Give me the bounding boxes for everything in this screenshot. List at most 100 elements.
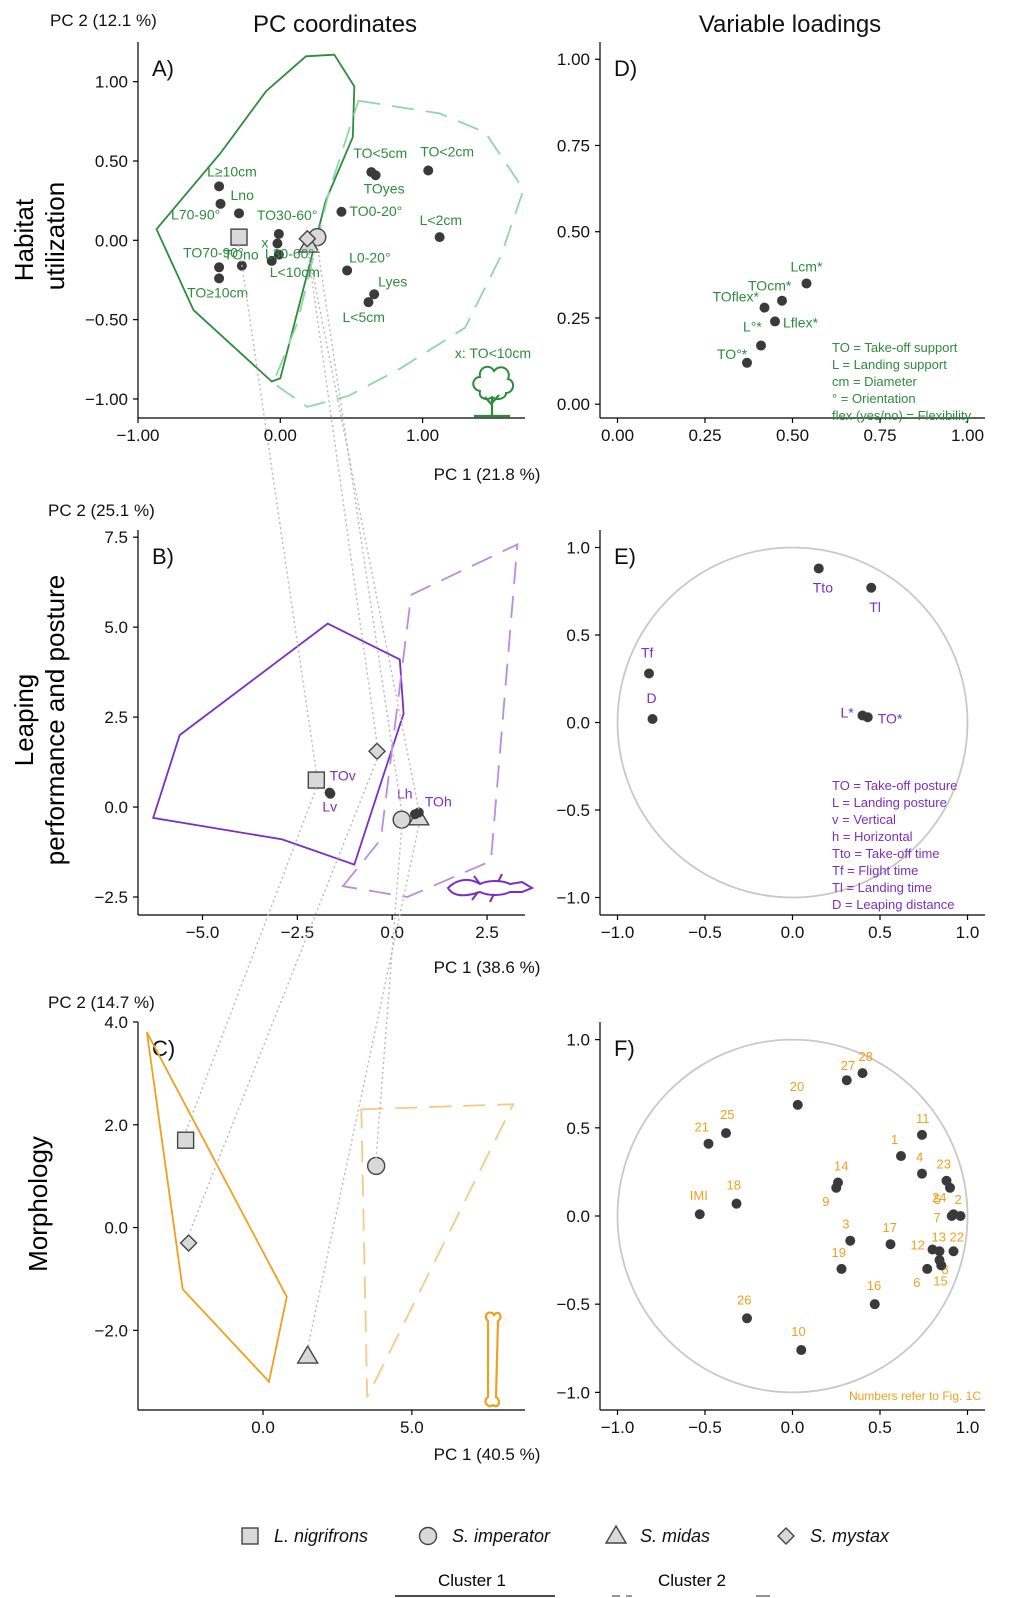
y-tick-label: 0.00 bbox=[95, 231, 128, 250]
loading-point bbox=[770, 316, 780, 327]
species-marker-square bbox=[230, 228, 248, 246]
connector-line bbox=[306, 246, 378, 744]
y-tick-label: −2.5 bbox=[94, 888, 128, 907]
x-tick-label: 0.25 bbox=[688, 426, 721, 445]
panel-label: B) bbox=[152, 544, 174, 569]
species-marker-diamond bbox=[179, 1233, 198, 1252]
loading-point bbox=[945, 1182, 955, 1193]
loading-point bbox=[369, 289, 380, 300]
y-tick-label: −1.0 bbox=[556, 889, 590, 908]
point-label: 6 bbox=[913, 1275, 920, 1290]
loading-point bbox=[796, 1345, 807, 1356]
panel-note: Numbers refer to Fig. 1C bbox=[849, 1389, 981, 1403]
point-label: TO<5cm bbox=[353, 145, 407, 161]
legend-line: cm = Diameter bbox=[832, 374, 918, 389]
point-label: Lyes bbox=[378, 273, 407, 289]
loading-point bbox=[922, 1263, 933, 1274]
point-label: Lv bbox=[322, 799, 337, 815]
legend-line: D = Leaping distance bbox=[832, 897, 955, 912]
loading-point bbox=[836, 1263, 847, 1274]
point-label: TO<2cm bbox=[420, 144, 474, 160]
legend-marker-triangle bbox=[604, 1524, 628, 1544]
point-label: 9 bbox=[822, 1194, 829, 1209]
species-marker-circle bbox=[392, 810, 411, 829]
loading-point bbox=[273, 249, 284, 260]
loading-point bbox=[948, 1246, 959, 1257]
point-label: IMI bbox=[690, 1188, 708, 1203]
loading-point bbox=[434, 232, 445, 243]
x-tick-label: −0.5 bbox=[688, 923, 722, 942]
species-connectors bbox=[184, 245, 420, 1349]
loading-point bbox=[694, 1209, 705, 1220]
point-label: 4 bbox=[916, 1150, 923, 1165]
loading-point bbox=[234, 208, 245, 219]
hull-cluster-1 bbox=[152, 622, 405, 866]
connector-line bbox=[238, 245, 318, 773]
point-label: TOno bbox=[224, 247, 259, 263]
loading-point bbox=[214, 181, 225, 192]
legend-line: ° = Orientation bbox=[832, 391, 916, 406]
point-label: 8 bbox=[942, 1262, 949, 1277]
x-tick-label: 0.5 bbox=[868, 1418, 892, 1437]
x-axis-title: PC 1 (40.5 %) bbox=[434, 1445, 541, 1464]
x-tick-label: 0.0 bbox=[251, 1418, 275, 1437]
loading-point bbox=[342, 265, 353, 276]
loading-point bbox=[948, 1209, 959, 1220]
y-tick-label: 2.5 bbox=[104, 708, 128, 727]
species-marker-square bbox=[307, 771, 326, 789]
point-label: 15 bbox=[933, 1273, 947, 1288]
x-axis-title: PC 1 (38.6 %) bbox=[434, 958, 541, 977]
hull-cluster-2 bbox=[360, 1103, 515, 1398]
loading-point bbox=[336, 206, 347, 217]
point-label: Lcm* bbox=[791, 258, 823, 274]
point-label: L<2cm bbox=[420, 212, 462, 228]
point-label: 19 bbox=[832, 1245, 846, 1260]
loading-point bbox=[214, 262, 225, 273]
loading-point bbox=[934, 1246, 945, 1257]
hull-cluster-1 bbox=[146, 1031, 288, 1384]
legend-species-name: S. mystax bbox=[810, 1526, 890, 1546]
x-axis-title: PC 1 (21.8 %) bbox=[434, 465, 541, 484]
point-label: 25 bbox=[720, 1107, 734, 1122]
loading-point bbox=[325, 788, 336, 799]
point-label: TOv bbox=[330, 768, 356, 784]
panel-e: −1.0 −0.5 0.0 0.5 1.0 1.0 0.5 0.0 −0.5 −1.0 E) Tto T… bbox=[556, 530, 985, 942]
legend-line: h = Horizontal bbox=[832, 829, 913, 844]
loading-point bbox=[813, 563, 824, 574]
species-legend: L. nigrifrons S. imperator S. midas S. myst… bbox=[241, 1524, 890, 1597]
loading-point bbox=[370, 170, 381, 181]
y-tick-label: 1.0 bbox=[566, 1031, 590, 1050]
loading-point bbox=[759, 302, 770, 313]
point-label: Lno bbox=[231, 187, 255, 203]
x-tick-label: 1.0 bbox=[956, 1418, 980, 1437]
legend-marker-square bbox=[241, 1527, 259, 1545]
x-tick-label: 0.00 bbox=[601, 426, 634, 445]
point-label: TO0-20° bbox=[349, 203, 402, 219]
y-tick-label: 0.5 bbox=[566, 1119, 590, 1138]
y-tick-label: 2.0 bbox=[104, 1116, 128, 1135]
panel-b: −5.0 −2.5 0.0 2.5 7.5 5.0 2.5 0.0 −2.5 B) PC 1 (38… bbox=[48, 501, 540, 977]
y-tick-label: −1.00 bbox=[85, 390, 128, 409]
y-tick-label: 0.25 bbox=[557, 309, 590, 328]
x-tick-label: −1.0 bbox=[601, 923, 635, 942]
point-label: 26 bbox=[737, 1292, 751, 1307]
y-axis-title: PC 2 (12.1 %) bbox=[50, 11, 157, 30]
point-label: 13 bbox=[932, 1229, 946, 1244]
loading-point bbox=[742, 357, 752, 368]
loading-point bbox=[857, 1068, 868, 1079]
x-tick-label: 0.0 bbox=[781, 1418, 805, 1437]
loading-point bbox=[801, 278, 812, 289]
loading-point bbox=[272, 238, 283, 249]
loading-point bbox=[363, 297, 374, 308]
legend-line: L = Landing support bbox=[832, 357, 947, 372]
x-tick-label: 0.5 bbox=[868, 923, 892, 942]
y-tick-label: 0.0 bbox=[566, 714, 590, 733]
point-label: TOyes bbox=[364, 180, 405, 196]
x-tick-label: 0.75 bbox=[863, 426, 896, 445]
y-tick-label: 0.0 bbox=[104, 798, 128, 817]
y-tick-label: 0.50 bbox=[557, 223, 590, 242]
x-tick-label: 1.00 bbox=[406, 426, 439, 445]
legend-marker-circle bbox=[418, 1526, 438, 1546]
loading-point bbox=[936, 1260, 947, 1271]
y-tick-label: 0.0 bbox=[104, 1219, 128, 1238]
